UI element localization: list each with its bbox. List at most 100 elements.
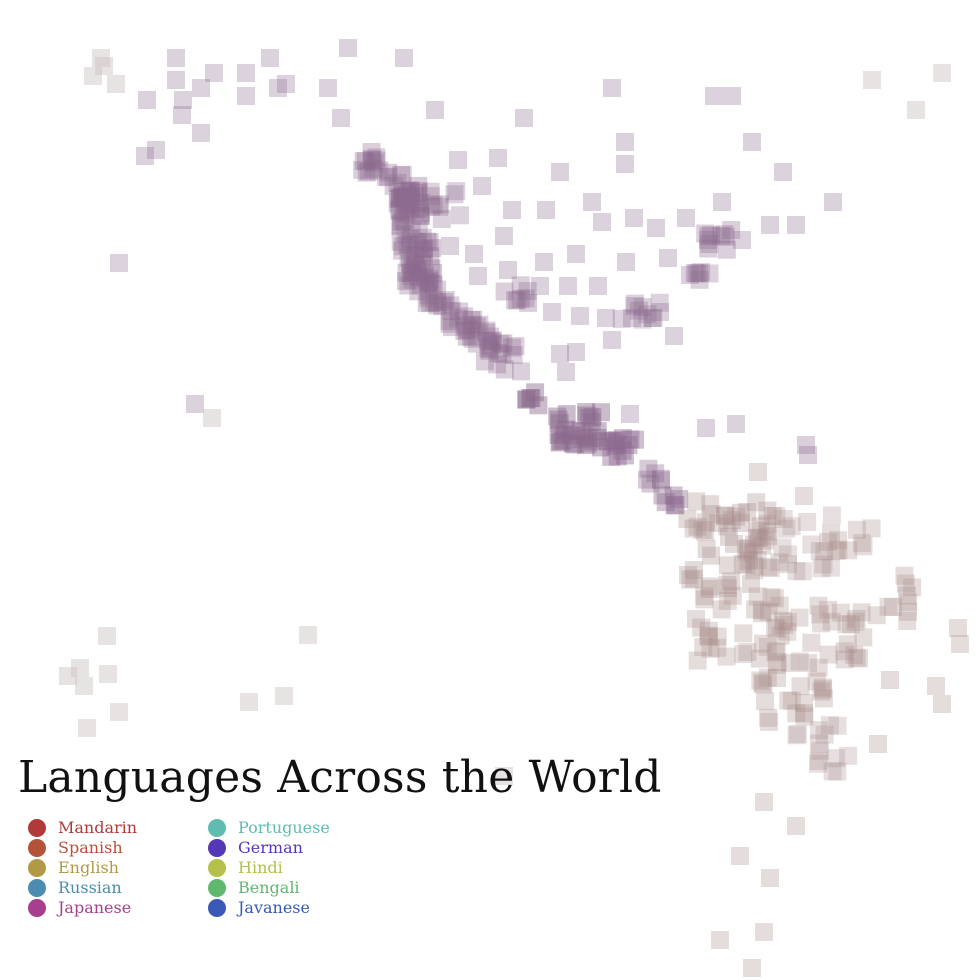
location-marker	[517, 390, 536, 409]
location-marker	[748, 587, 767, 606]
location-marker	[656, 493, 675, 512]
location-marker	[406, 200, 425, 219]
legend-dot	[208, 899, 226, 917]
location-marker	[237, 87, 255, 105]
location-marker	[551, 345, 569, 363]
location-marker	[781, 654, 800, 672]
location-marker	[174, 91, 192, 109]
location-marker	[415, 240, 434, 259]
location-marker	[809, 754, 827, 773]
location-marker	[579, 428, 598, 447]
location-marker	[807, 672, 826, 691]
legend-label: Hindi	[238, 858, 283, 877]
location-marker	[511, 289, 530, 308]
location-marker	[625, 297, 644, 315]
location-marker	[684, 519, 703, 538]
location-marker	[403, 270, 422, 289]
location-marker	[401, 254, 419, 273]
location-marker	[725, 534, 743, 553]
location-marker	[393, 188, 412, 207]
location-marker	[759, 527, 778, 546]
location-marker	[653, 486, 672, 505]
location-marker	[812, 682, 831, 701]
location-marker	[755, 793, 773, 811]
location-marker	[758, 514, 777, 533]
location-marker	[829, 540, 848, 559]
location-marker	[711, 931, 729, 949]
legend-item-german[interactable]: German	[208, 838, 388, 858]
location-marker	[708, 627, 727, 646]
location-marker	[391, 217, 410, 235]
location-marker	[797, 436, 815, 454]
legend-item-portuguese[interactable]: Portuguese	[208, 818, 388, 838]
location-marker	[809, 751, 828, 770]
location-marker	[745, 561, 764, 580]
location-marker	[473, 177, 491, 195]
location-marker	[107, 75, 125, 93]
location-marker	[907, 101, 925, 119]
location-marker	[795, 707, 814, 726]
location-marker	[819, 645, 838, 664]
location-marker	[394, 212, 413, 231]
legend-item-japanese[interactable]: Japanese	[28, 898, 208, 918]
legend-item-mandarin[interactable]: Mandarin	[28, 818, 208, 838]
location-marker	[608, 431, 627, 450]
location-marker	[110, 703, 128, 721]
location-marker	[339, 39, 357, 57]
location-marker	[670, 490, 689, 509]
location-marker	[760, 712, 779, 731]
location-marker	[398, 202, 417, 221]
location-marker	[406, 254, 425, 273]
location-marker	[467, 317, 486, 336]
legend-item-russian[interactable]: Russian	[28, 878, 208, 898]
location-marker	[733, 554, 752, 573]
location-marker	[269, 79, 287, 97]
location-marker	[426, 101, 444, 119]
location-marker	[716, 227, 735, 246]
location-marker	[687, 609, 705, 628]
location-marker	[583, 407, 602, 426]
legend-item-spanish[interactable]: Spanish	[28, 838, 208, 858]
location-marker	[464, 310, 483, 329]
location-marker	[665, 327, 683, 345]
location-marker	[814, 555, 833, 574]
location-marker	[693, 520, 712, 539]
location-marker	[753, 536, 772, 555]
location-marker	[411, 199, 430, 218]
legend-item-hindi[interactable]: Hindi	[208, 858, 388, 878]
location-marker	[367, 148, 386, 167]
location-marker	[846, 612, 865, 631]
location-marker	[756, 692, 775, 711]
legend-dot	[28, 879, 46, 897]
location-marker	[579, 434, 598, 453]
legend-label: Spanish	[58, 838, 123, 857]
location-marker	[447, 182, 466, 201]
location-marker	[633, 310, 652, 329]
location-marker	[482, 336, 501, 355]
location-marker	[809, 734, 828, 753]
location-marker	[771, 626, 790, 645]
location-marker	[685, 264, 704, 283]
location-marker	[716, 506, 735, 525]
location-marker	[99, 665, 117, 683]
location-marker	[692, 618, 711, 637]
location-marker	[564, 434, 582, 453]
legend-item-english[interactable]: English	[28, 858, 208, 878]
location-marker	[745, 557, 764, 576]
location-marker	[567, 343, 585, 361]
location-marker	[739, 539, 758, 558]
location-marker	[778, 545, 797, 564]
location-marker	[390, 189, 409, 208]
location-marker	[824, 193, 842, 211]
location-marker	[743, 133, 761, 151]
location-marker	[613, 429, 632, 448]
legend-item-bengali[interactable]: Bengali	[208, 878, 388, 898]
legend-item-javanese[interactable]: Javanese	[208, 898, 388, 918]
location-marker	[403, 251, 422, 270]
location-marker	[749, 463, 767, 481]
location-marker	[397, 193, 416, 212]
location-marker	[779, 555, 797, 574]
location-marker	[623, 309, 641, 327]
location-marker	[768, 669, 786, 687]
location-marker	[702, 546, 721, 565]
